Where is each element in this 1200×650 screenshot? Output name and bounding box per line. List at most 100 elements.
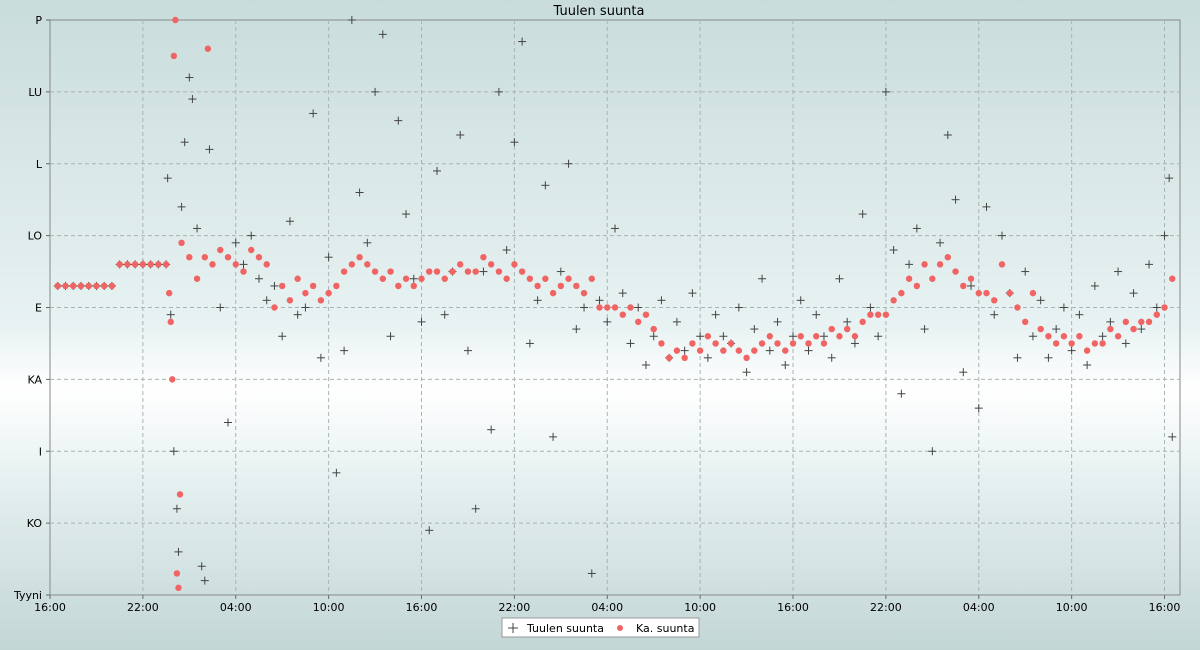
data-point-plus — [703, 353, 712, 362]
data-point-circle — [611, 304, 619, 311]
data-point-circle — [789, 340, 797, 347]
data-point-plus — [355, 188, 364, 197]
data-point-plus — [789, 332, 798, 341]
data-point-plus — [874, 332, 883, 341]
data-point-circle — [1153, 311, 1160, 318]
data-point-plus — [247, 231, 256, 240]
data-point-plus — [843, 317, 852, 326]
data-point-plus — [224, 418, 233, 427]
y-tick-label: KO — [27, 517, 43, 530]
data-point-circle — [217, 246, 224, 254]
data-point-plus — [533, 296, 542, 305]
data-point-circle — [1052, 340, 1060, 347]
data-point-circle — [495, 268, 503, 275]
data-point-plus — [626, 339, 635, 348]
y-tick-label: LU — [28, 86, 42, 99]
data-point-plus — [293, 310, 302, 319]
data-point-circle — [100, 282, 108, 290]
data-point-circle — [472, 268, 479, 275]
data-point-plus — [912, 224, 921, 233]
data-point-plus — [1083, 361, 1092, 369]
axes: Tyyni KO I KA E LO L LU P 16:00 22:00 04:00 10:00 16:… — [13, 14, 1180, 614]
data-point-plus — [781, 361, 790, 369]
data-point-circle — [766, 333, 773, 340]
y-tick-label: LO — [28, 230, 43, 243]
data-point-plus — [1114, 267, 1123, 276]
data-point-plus — [750, 325, 759, 334]
data-point-circle — [356, 253, 363, 261]
data-point-plus — [905, 260, 914, 269]
data-point-plus — [611, 224, 619, 233]
data-point-circle — [1006, 289, 1013, 297]
x-tick-label: 22:00 — [499, 601, 531, 614]
series-ka-suunta — [54, 16, 1176, 592]
data-point-circle — [1099, 340, 1106, 347]
data-point-circle — [712, 340, 719, 347]
data-point-circle — [1130, 325, 1137, 333]
data-point-circle — [286, 297, 294, 304]
data-point-plus — [1160, 231, 1169, 240]
data-point-plus — [301, 303, 310, 312]
data-point-circle — [797, 333, 804, 340]
data-point-circle — [1091, 340, 1099, 347]
data-point-circle — [596, 304, 603, 311]
data-point-circle — [418, 275, 425, 282]
data-point-plus — [332, 468, 341, 477]
data-point-circle — [1060, 333, 1068, 340]
data-point-circle — [395, 282, 402, 290]
data-point-circle — [820, 340, 828, 347]
data-point-plus — [982, 202, 991, 211]
data-point-plus — [463, 346, 472, 355]
data-point-plus — [324, 253, 333, 262]
data-point-plus — [1152, 303, 1161, 312]
data-point-plus — [881, 87, 890, 96]
data-point-plus — [657, 296, 666, 305]
x-tick-label: 10:00 — [1056, 601, 1088, 614]
data-point-circle — [186, 253, 193, 261]
data-point-circle — [542, 275, 549, 282]
data-point-circle — [201, 253, 208, 261]
data-point-plus — [1067, 346, 1076, 355]
data-point-circle — [751, 347, 758, 354]
data-point-plus — [1121, 339, 1130, 348]
data-point-plus — [185, 73, 194, 82]
data-point-plus — [1059, 303, 1068, 312]
data-point-circle — [689, 340, 696, 347]
data-point-circle — [54, 282, 61, 290]
data-point-plus — [510, 138, 519, 147]
data-point-circle — [371, 268, 379, 275]
data-point-plus — [432, 166, 441, 175]
data-point-plus — [1044, 353, 1053, 362]
data-point-plus — [967, 281, 976, 290]
y-tick-label: Tyyni — [13, 589, 42, 602]
data-point-circle — [348, 261, 356, 268]
data-point-plus — [1013, 353, 1022, 362]
data-point-circle — [1037, 325, 1044, 333]
data-point-circle — [1045, 333, 1052, 340]
data-point-plus — [471, 504, 480, 513]
y-tick-label: E — [35, 302, 42, 315]
y-tick-label: P — [35, 14, 42, 27]
legend-label-tuulen-suunta: Tuulen suunta — [526, 622, 604, 635]
x-tick-label: 16:00 — [1149, 601, 1181, 614]
data-point-circle — [147, 261, 154, 268]
data-point-circle — [557, 282, 565, 290]
data-point-plus — [172, 504, 181, 513]
data-point-circle — [433, 268, 441, 275]
data-point-circle — [1076, 333, 1083, 340]
data-point-circle — [518, 268, 526, 275]
data-point-circle — [503, 275, 510, 282]
data-point-plus — [765, 346, 774, 355]
data-point-plus — [943, 131, 952, 139]
data-point-plus — [827, 353, 836, 362]
data-point-circle — [867, 311, 874, 318]
data-point-circle — [1083, 347, 1091, 354]
data-point-plus — [641, 361, 650, 369]
data-point-circle — [116, 261, 123, 268]
data-point-circle — [975, 289, 982, 297]
data-point-circle — [1114, 333, 1122, 340]
data-point-circle — [131, 261, 139, 268]
data-point-plus — [1021, 267, 1030, 276]
data-point-plus — [200, 576, 209, 585]
data-point-circle — [1138, 318, 1145, 326]
